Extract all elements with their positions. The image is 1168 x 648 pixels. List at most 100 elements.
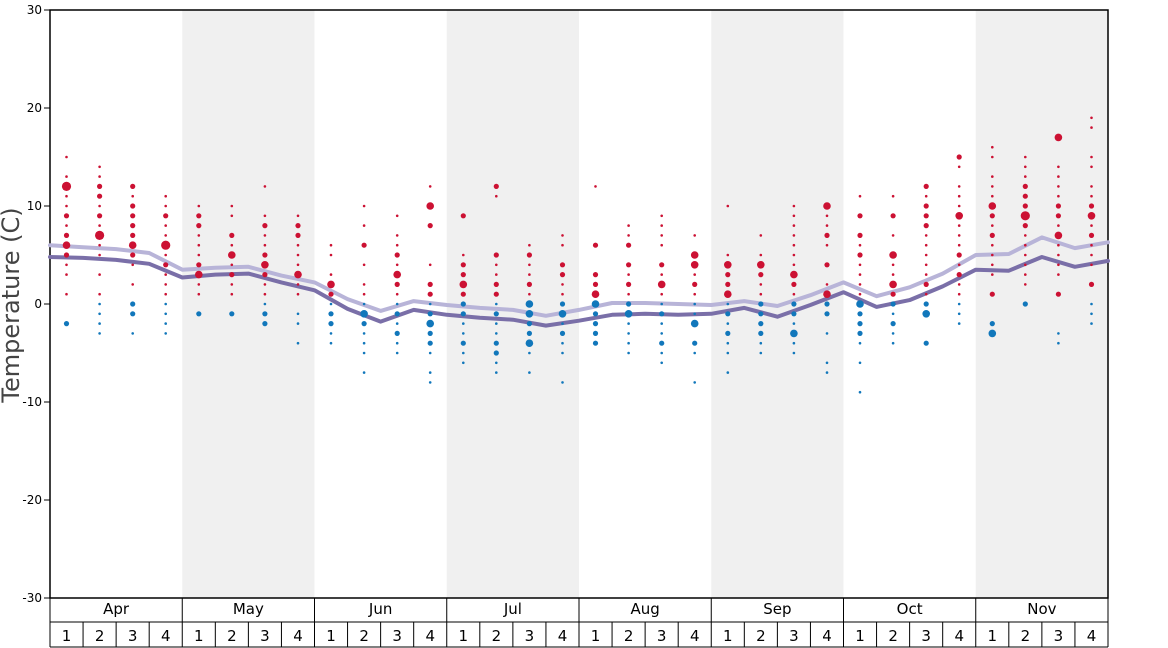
data-point (296, 292, 300, 296)
data-point (65, 175, 68, 178)
data-point (428, 381, 432, 384)
data-point (528, 263, 531, 267)
data-point (690, 319, 699, 328)
data-point (988, 329, 997, 338)
month-label-jul: Jul (503, 600, 522, 618)
data-point (1022, 203, 1028, 209)
data-point (1024, 263, 1027, 267)
data-point (462, 351, 465, 355)
data-point (329, 332, 333, 335)
data-point (1057, 253, 1060, 257)
data-point (891, 194, 895, 198)
data-point (1054, 231, 1063, 240)
data-point (197, 253, 201, 257)
month-label-sep: Sep (763, 600, 791, 618)
data-point (825, 243, 829, 247)
data-point (1022, 223, 1028, 229)
data-point (923, 281, 929, 287)
data-point (1024, 273, 1027, 276)
data-point (493, 252, 499, 258)
data-point (462, 361, 465, 365)
data-point (526, 281, 533, 287)
data-point (889, 280, 897, 289)
data-point (130, 311, 136, 317)
x-axis: Apr 1 2 3 4 May 1 2 3 4 Jun 1 2 3 4 Jul 1 2 3 4 Aug 1 2 3 4 Sep 1 2… (49, 598, 1109, 648)
data-point (989, 321, 995, 327)
data-point (824, 301, 830, 307)
data-point (626, 262, 632, 268)
data-point (561, 292, 564, 296)
data-point (957, 165, 961, 169)
data-point (362, 283, 366, 286)
data-point (65, 204, 68, 208)
week-label: 1 (194, 627, 204, 645)
data-point (261, 261, 269, 269)
week-label: 4 (425, 627, 435, 645)
data-point (493, 340, 499, 346)
data-point (362, 224, 366, 227)
data-point (857, 311, 863, 317)
data-point (462, 332, 465, 335)
data-point (1024, 253, 1027, 257)
data-point (493, 350, 499, 356)
data-point (296, 263, 300, 267)
data-point (97, 213, 103, 219)
data-point (130, 223, 136, 229)
data-point (1024, 155, 1027, 159)
data-point (627, 332, 630, 335)
data-point (1090, 312, 1093, 316)
data-point (164, 194, 167, 198)
data-point (693, 351, 696, 355)
week-label: 1 (855, 627, 865, 645)
data-point (858, 243, 862, 247)
data-point (493, 183, 499, 189)
data-point (164, 302, 167, 306)
data-point (823, 290, 831, 299)
data-point (759, 341, 763, 345)
data-point (957, 302, 961, 306)
y-tick-label: 20 (27, 101, 42, 115)
data-point (592, 281, 599, 287)
data-point (131, 332, 134, 335)
data-point (1090, 165, 1093, 169)
data-point (561, 381, 564, 384)
data-point (659, 311, 665, 317)
data-point (329, 341, 333, 345)
data-point (362, 292, 366, 296)
data-point (858, 283, 862, 286)
data-point (460, 213, 466, 219)
data-point (559, 330, 566, 336)
data-point (229, 272, 235, 278)
data-point (1090, 263, 1093, 267)
month-shading (182, 10, 1108, 598)
data-point (495, 302, 498, 306)
data-point (262, 252, 268, 258)
data-point (63, 232, 70, 238)
data-point (956, 154, 962, 160)
month-shade-may (182, 10, 315, 598)
data-point (228, 251, 236, 259)
data-point (624, 310, 633, 318)
data-point (362, 332, 366, 335)
data-point (361, 321, 367, 327)
data-point (1024, 165, 1027, 169)
data-point (659, 340, 665, 346)
data-point (197, 204, 201, 208)
data-point (1020, 211, 1030, 221)
data-point (858, 273, 862, 276)
data-point (460, 272, 466, 278)
data-point (924, 253, 928, 257)
data-point (263, 292, 267, 296)
week-label: 2 (888, 627, 898, 645)
data-point (98, 165, 101, 169)
week-label: 2 (359, 627, 369, 645)
data-point (561, 322, 564, 325)
data-point (263, 214, 267, 218)
data-point (923, 301, 929, 307)
data-point (98, 273, 101, 276)
week-label: 3 (921, 627, 931, 645)
data-point (130, 203, 136, 209)
data-point (196, 213, 202, 219)
data-point (526, 321, 533, 327)
data-point (164, 204, 167, 208)
